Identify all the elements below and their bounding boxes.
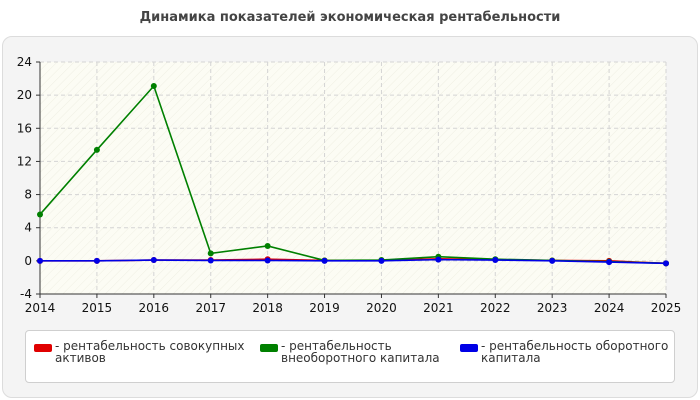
data-point-2 <box>378 257 385 264</box>
legend: - рентабельность совокупных активов - ре… <box>25 330 675 383</box>
data-point-1 <box>93 146 100 153</box>
y-tick-label: -4 <box>20 287 32 301</box>
y-tick-label: 16 <box>17 121 32 135</box>
x-tick-label: 2014 <box>25 301 56 315</box>
y-tick-label: 12 <box>17 154 32 168</box>
y-tick-label: 8 <box>24 188 32 202</box>
x-tick-label: 2024 <box>594 301 625 315</box>
x-tick-label: 2018 <box>252 301 283 315</box>
legend-swatch-red <box>34 344 52 352</box>
plot-area <box>40 62 666 294</box>
data-point-2 <box>37 257 43 264</box>
x-tick-label: 2021 <box>423 301 454 315</box>
x-tick-label: 2022 <box>480 301 511 315</box>
y-tick-label: 0 <box>24 254 32 268</box>
legend-item-working-capital: - рентабельность оборотного капитала <box>460 340 681 364</box>
data-point-2 <box>663 260 669 267</box>
x-tick-label: 2025 <box>651 301 682 315</box>
data-point-2 <box>264 257 271 264</box>
legend-swatch-blue <box>460 344 478 352</box>
data-point-2 <box>549 257 556 264</box>
series-line-2 <box>40 258 667 265</box>
y-tick-label: 20 <box>17 88 32 102</box>
x-tick-label: 2017 <box>195 301 226 315</box>
x-tick-label: 2020 <box>366 301 397 315</box>
chart-title: Динамика показателей экономическая рента… <box>139 10 561 25</box>
data-point-2 <box>207 257 214 264</box>
legend-label: - рентабельность оборотного капитала <box>481 339 669 365</box>
data-point-2 <box>321 257 328 264</box>
x-tick-label: 2015 <box>82 301 113 315</box>
legend-label: - рентабельность внеоборотного капитала <box>281 339 440 365</box>
x-tick-label: 2016 <box>139 301 170 315</box>
y-tick-label: 4 <box>24 221 32 235</box>
x-tick-label: 2023 <box>537 301 568 315</box>
data-point-1 <box>264 242 271 249</box>
legend-label: - рентабельность совокупных активов <box>55 339 245 365</box>
data-point-2 <box>492 257 499 264</box>
data-point-2 <box>435 256 442 263</box>
data-point-1 <box>207 250 214 257</box>
x-tick-label: 2019 <box>309 301 340 315</box>
legend-item-total-assets: - рентабельность совокупных активов <box>34 340 245 364</box>
legend-item-fixed-capital: - рентабельность внеоборотного капитала <box>260 340 456 364</box>
data-point-2 <box>606 259 613 266</box>
data-point-1 <box>37 211 43 218</box>
y-tick-label: 24 <box>17 55 32 69</box>
data-point-2 <box>93 257 100 264</box>
data-point-1 <box>150 83 157 90</box>
legend-swatch-green <box>260 344 278 352</box>
data-point-2 <box>150 257 157 264</box>
